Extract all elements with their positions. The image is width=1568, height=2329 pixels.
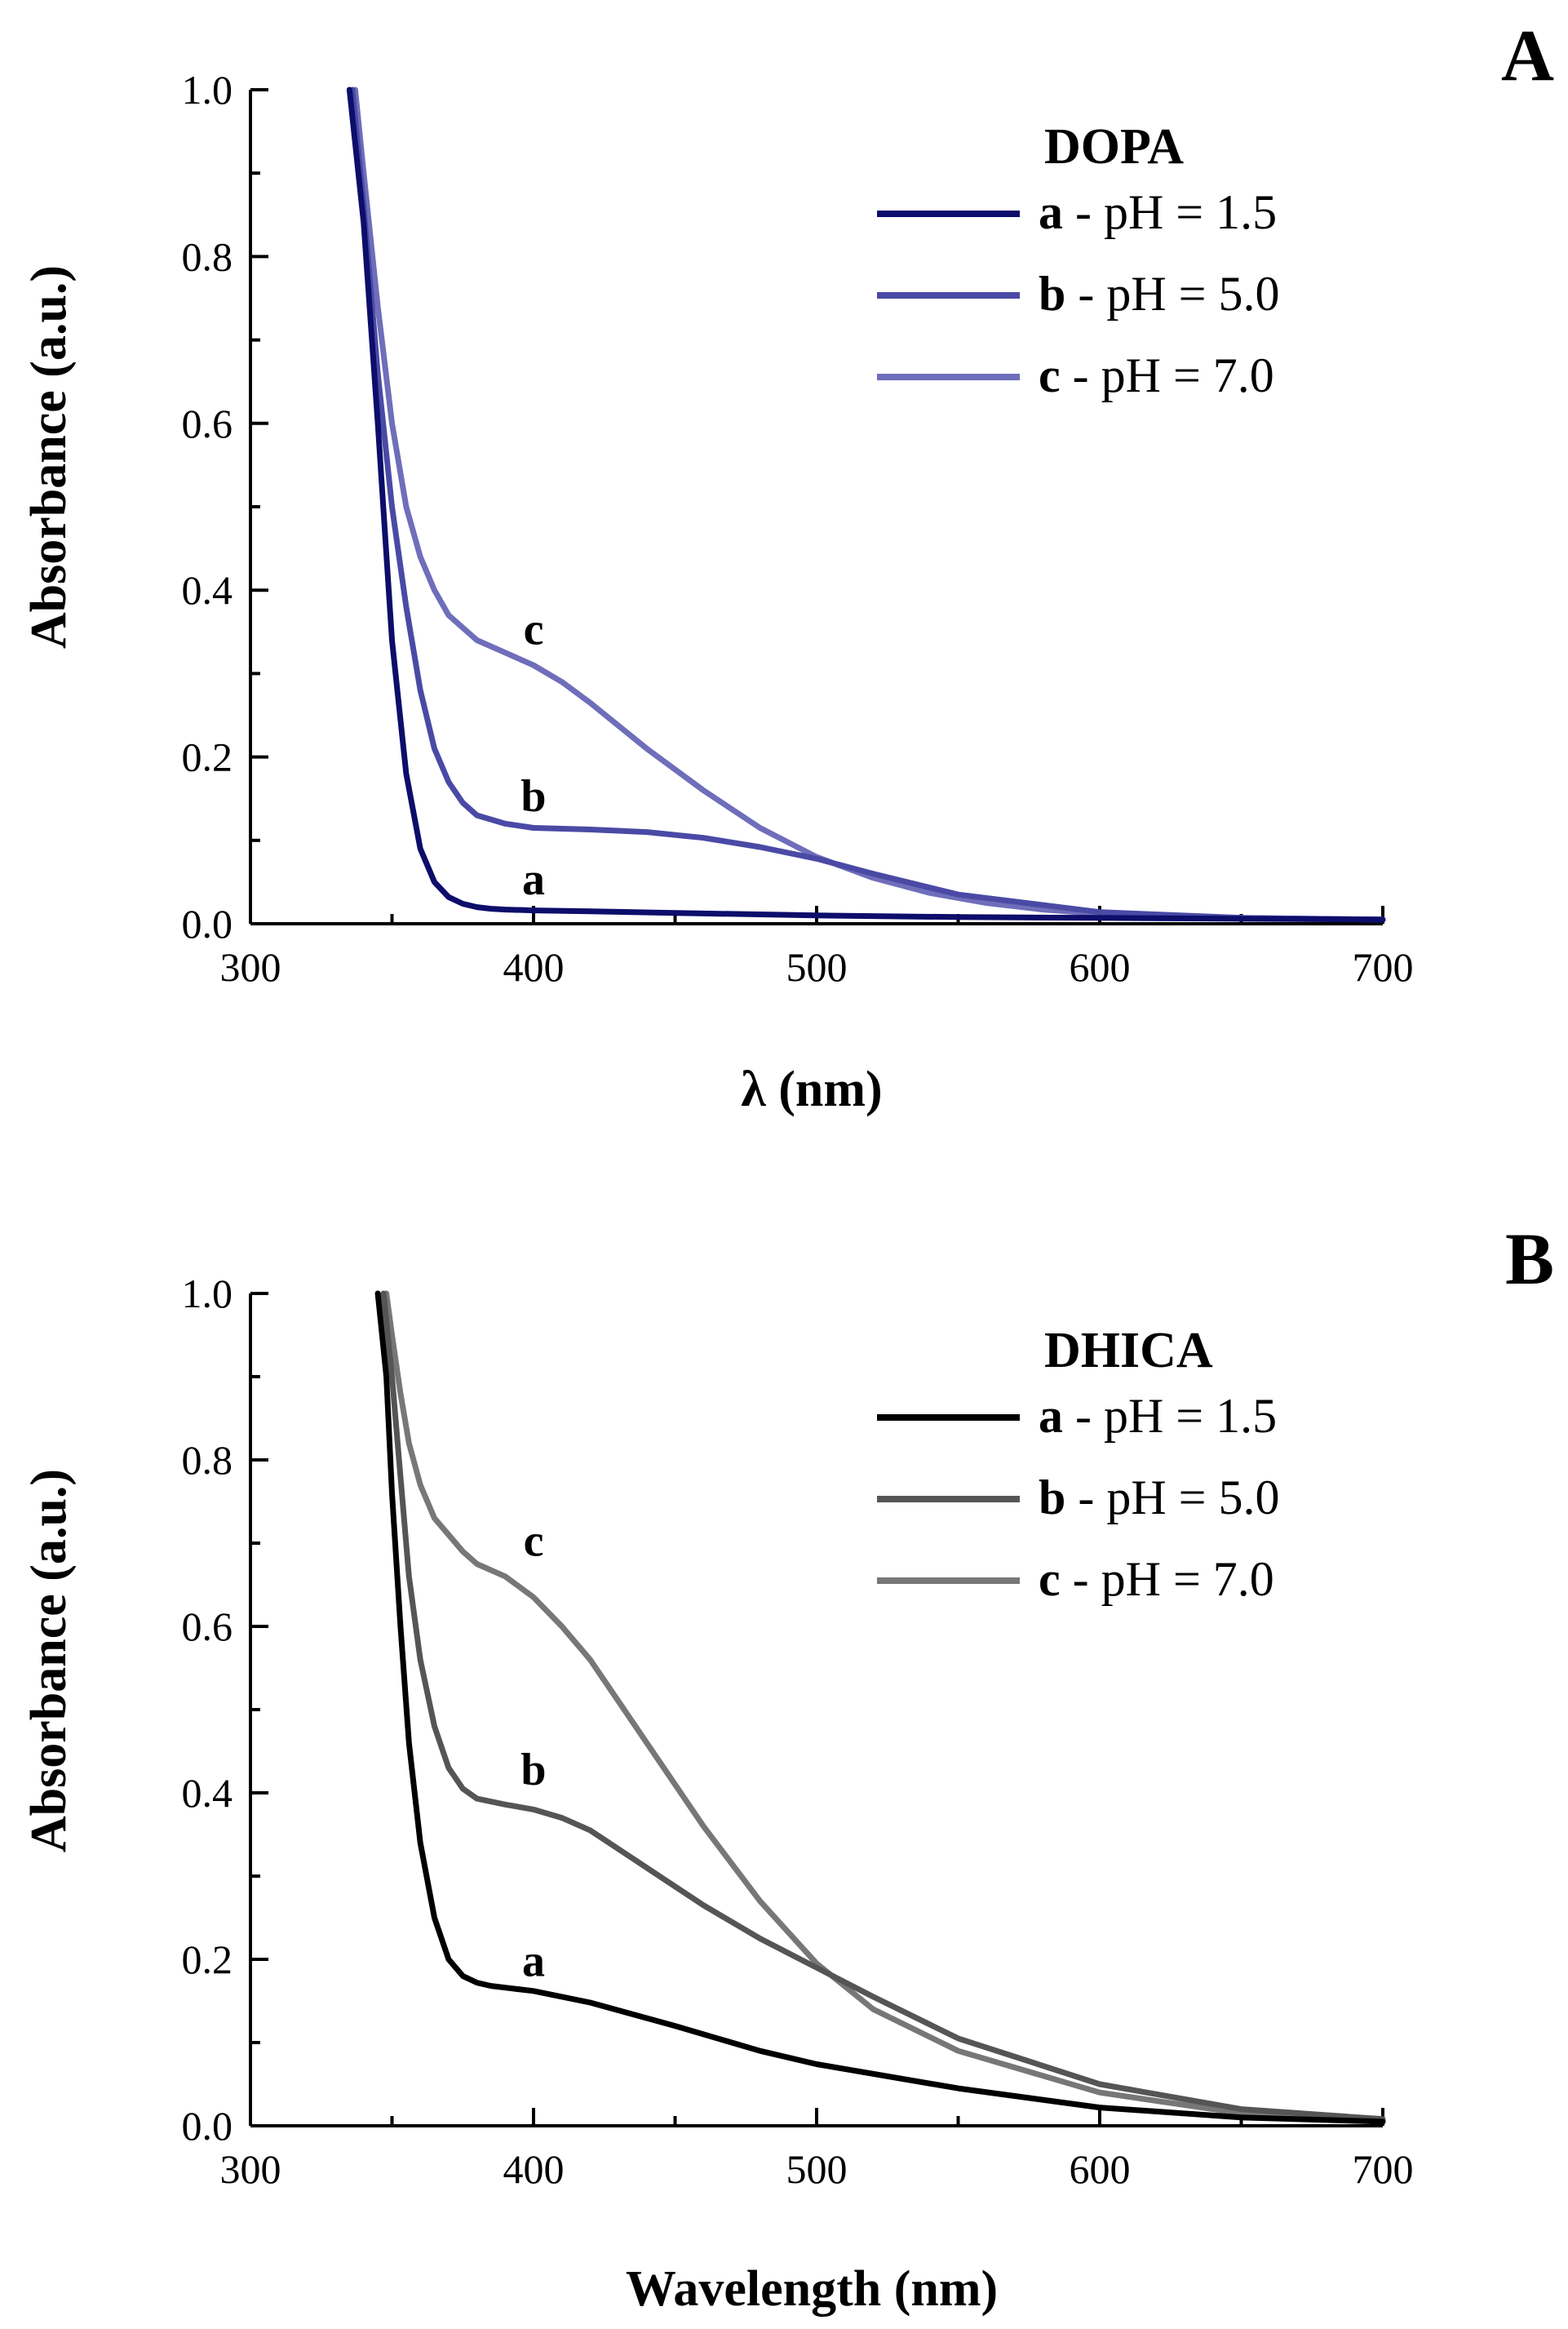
y-tick-label: 0.0: [182, 2103, 233, 2149]
x-tick-label: 400: [503, 944, 565, 990]
legend-label: - pH = 7.0: [1061, 1552, 1274, 1606]
x-tick-label: 300: [220, 2146, 281, 2192]
legend-entry-a: a - pH = 1.5: [1039, 1389, 1277, 1443]
x-axis-label: λ (nm): [741, 1062, 882, 1117]
y-tick-label: 0.6: [182, 1604, 233, 1649]
curve-label-c: c: [524, 605, 544, 655]
curve-label-a: a: [522, 1936, 545, 1986]
y-tick-label: 1.0: [182, 67, 233, 113]
panel-a-chart: A Absorbance (a.u.) λ (nm) DOPA 300 400 50…: [21, 16, 1554, 1117]
x-tick-label: 600: [1070, 2146, 1131, 2192]
legend-key: a: [1039, 1389, 1063, 1443]
y-tick-label: 1.0: [182, 1271, 233, 1316]
x-tick-label: 700: [1353, 944, 1414, 990]
legend-entry-a: a - pH = 1.5: [1039, 185, 1277, 239]
x-tick-label: 500: [786, 944, 848, 990]
series-line-a: [346, 87, 1386, 923]
x-tick-label: 300: [220, 944, 281, 990]
series-line-a: [374, 1290, 1386, 2125]
legend-entry-c: c - pH = 7.0: [1039, 348, 1274, 402]
y-axis-label: Absorbance (a.u.): [21, 1469, 77, 1852]
curve-label-b: b: [520, 1745, 546, 1795]
x-tick-label: 700: [1353, 2146, 1414, 2192]
y-tick-label: 0.6: [182, 401, 233, 446]
legend-key: c: [1039, 348, 1061, 402]
legend-key: b: [1039, 1471, 1065, 1524]
legend-label: - pH = 7.0: [1061, 348, 1274, 402]
series-line-b: [349, 87, 1386, 923]
curve-label-c: c: [524, 1515, 544, 1566]
y-tick-label: 0.0: [182, 901, 233, 947]
y-tick-label: 0.4: [182, 1770, 233, 1816]
legend-label: - pH = 5.0: [1065, 1471, 1279, 1524]
x-tick-label: 400: [503, 2146, 565, 2192]
legend-label: - pH = 5.0: [1065, 267, 1279, 321]
legend-key: b: [1039, 267, 1065, 321]
legend-entry-b: b - pH = 5.0: [1039, 1471, 1280, 1524]
legend-label: - pH = 1.5: [1063, 185, 1277, 239]
legend-key: c: [1039, 1552, 1061, 1606]
panel-letter: B: [1505, 1219, 1554, 1300]
y-tick-label: 0.2: [182, 734, 233, 780]
y-tick-label: 0.2: [182, 1936, 233, 1982]
legend-label: - pH = 1.5: [1063, 1389, 1277, 1443]
legend-title: DOPA: [1044, 119, 1184, 175]
curve-label-a: a: [522, 854, 545, 905]
y-tick-label: 0.8: [182, 233, 233, 279]
legend-entry-c: c - pH = 7.0: [1039, 1552, 1274, 1606]
panel-b-chart: B Absorbance (a.u.) Wavelength (nm) DHIC…: [21, 1219, 1554, 2317]
x-tick-label: 600: [1070, 944, 1131, 990]
x-axis-label: Wavelength (nm): [626, 2261, 998, 2317]
legend-entry-b: b - pH = 5.0: [1039, 267, 1280, 321]
series-line-b: [380, 1290, 1386, 2123]
y-axis-label: Absorbance (a.u.): [21, 265, 77, 649]
y-tick-label: 0.8: [182, 1437, 233, 1483]
series-line-c: [352, 87, 1386, 923]
panel-letter: A: [1501, 16, 1554, 96]
x-tick-label: 500: [786, 2146, 848, 2192]
y-tick-label: 0.4: [182, 567, 233, 613]
legend-key: a: [1039, 185, 1063, 239]
series-line-c: [383, 1290, 1386, 2124]
legend-title: DHICA: [1044, 1323, 1213, 1378]
curve-label-b: b: [520, 771, 546, 822]
